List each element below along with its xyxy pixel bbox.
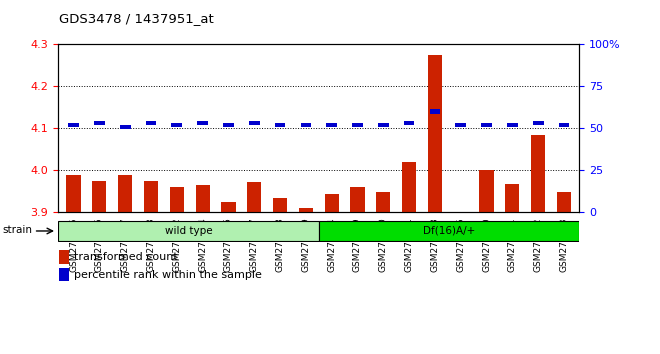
Bar — [68, 123, 79, 127]
Text: percentile rank within the sample: percentile rank within the sample — [75, 270, 262, 280]
Bar — [195, 185, 210, 212]
Bar — [94, 121, 105, 125]
Bar — [507, 123, 517, 127]
Bar — [352, 123, 363, 127]
Bar — [558, 123, 570, 127]
Bar — [223, 123, 234, 127]
Bar — [430, 109, 440, 114]
Bar — [506, 184, 519, 212]
FancyBboxPatch shape — [319, 221, 579, 241]
Bar — [531, 135, 545, 212]
Bar — [404, 121, 414, 125]
Bar — [118, 175, 132, 212]
Bar — [67, 175, 81, 212]
Bar — [249, 121, 259, 125]
Bar — [59, 268, 69, 281]
Bar — [557, 192, 571, 212]
Bar — [144, 181, 158, 212]
Bar — [170, 187, 184, 212]
Bar — [481, 123, 492, 127]
Bar — [172, 123, 182, 127]
Bar — [455, 123, 466, 127]
Text: GDS3478 / 1437951_at: GDS3478 / 1437951_at — [59, 12, 214, 25]
Bar — [59, 250, 69, 264]
Bar — [479, 170, 494, 212]
Bar — [247, 182, 261, 212]
Text: strain: strain — [2, 225, 32, 235]
Text: wild type: wild type — [164, 225, 213, 235]
Bar — [275, 123, 285, 127]
Bar — [453, 212, 468, 216]
Bar — [92, 181, 106, 212]
Bar — [350, 187, 364, 212]
Text: Df(16)A/+: Df(16)A/+ — [423, 225, 475, 235]
Bar — [221, 202, 236, 212]
Bar — [402, 162, 416, 212]
Bar — [300, 123, 312, 127]
Bar — [146, 121, 156, 125]
Bar — [273, 198, 287, 212]
Bar — [197, 121, 208, 125]
Bar — [376, 192, 391, 212]
Text: transformed count: transformed count — [75, 252, 178, 262]
Bar — [428, 55, 442, 212]
Bar — [120, 125, 131, 129]
FancyBboxPatch shape — [58, 221, 319, 241]
Bar — [533, 121, 543, 125]
Bar — [299, 208, 313, 212]
Bar — [378, 123, 389, 127]
Bar — [325, 194, 339, 212]
Bar — [326, 123, 337, 127]
